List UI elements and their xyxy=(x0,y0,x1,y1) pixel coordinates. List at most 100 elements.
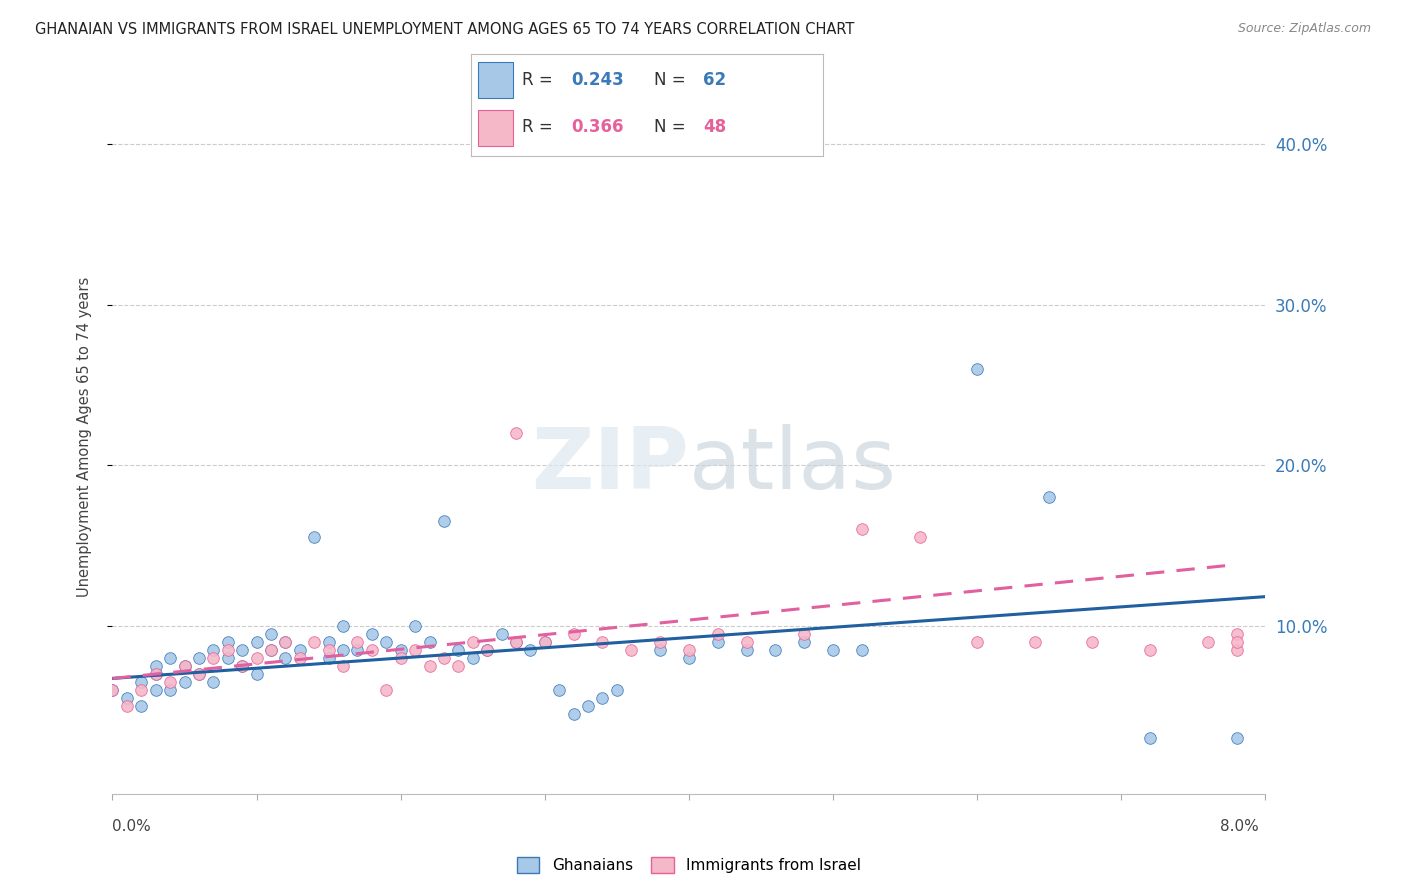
Point xyxy=(260,642,283,657)
Point xyxy=(678,650,700,665)
Text: 48: 48 xyxy=(703,118,725,136)
Point xyxy=(1197,634,1219,648)
Point xyxy=(505,634,527,648)
Point xyxy=(101,682,124,697)
Point xyxy=(159,682,181,697)
Point xyxy=(389,642,412,657)
Point xyxy=(173,674,195,689)
Y-axis label: Unemployment Among Ages 65 to 74 years: Unemployment Among Ages 65 to 74 years xyxy=(77,277,91,598)
Point xyxy=(202,642,225,657)
Point xyxy=(793,626,815,640)
Text: ZIP: ZIP xyxy=(531,424,689,508)
Point xyxy=(101,682,124,697)
Point xyxy=(274,634,297,648)
Point xyxy=(821,642,844,657)
Point xyxy=(765,642,787,657)
Point xyxy=(404,618,426,632)
Point xyxy=(576,698,599,713)
Point xyxy=(548,682,571,697)
Point xyxy=(592,634,614,648)
Point xyxy=(505,634,527,648)
Point xyxy=(620,642,643,657)
Point xyxy=(533,634,555,648)
Point xyxy=(245,666,267,681)
Bar xyxy=(478,110,513,145)
Text: 62: 62 xyxy=(703,70,725,88)
Point xyxy=(202,674,225,689)
Text: 0.243: 0.243 xyxy=(571,70,624,88)
Point xyxy=(129,698,153,713)
Point xyxy=(188,650,211,665)
Point xyxy=(475,642,498,657)
Point xyxy=(447,658,470,673)
Point xyxy=(217,650,239,665)
Point xyxy=(678,642,700,657)
Text: R =: R = xyxy=(522,70,558,88)
Text: R =: R = xyxy=(522,118,558,136)
Point xyxy=(288,650,311,665)
Point xyxy=(1038,490,1060,504)
Point xyxy=(188,666,211,681)
Text: 0.366: 0.366 xyxy=(571,118,624,136)
Point xyxy=(1225,642,1247,657)
Bar xyxy=(478,62,513,97)
Point xyxy=(375,634,398,648)
Point xyxy=(245,650,267,665)
Point xyxy=(217,642,239,657)
Point xyxy=(562,706,585,721)
Point xyxy=(274,634,297,648)
Point xyxy=(908,530,931,544)
Point xyxy=(648,634,672,648)
Point xyxy=(433,650,456,665)
Point xyxy=(419,634,441,648)
Point xyxy=(304,634,326,648)
Point xyxy=(1024,634,1046,648)
Point xyxy=(318,650,340,665)
Point xyxy=(129,674,153,689)
Point xyxy=(505,426,527,441)
Point xyxy=(491,626,513,640)
Point xyxy=(245,634,267,648)
Point xyxy=(318,642,340,657)
Point xyxy=(129,682,153,697)
Point xyxy=(851,522,873,536)
Point xyxy=(304,530,326,544)
Point xyxy=(707,626,730,640)
Point xyxy=(592,690,614,705)
Point xyxy=(606,682,628,697)
Point xyxy=(115,698,138,713)
Point xyxy=(332,658,354,673)
Point xyxy=(966,362,988,376)
Point xyxy=(159,674,181,689)
Point xyxy=(217,634,239,648)
Text: N =: N = xyxy=(654,70,690,88)
Point xyxy=(433,514,456,528)
Text: Source: ZipAtlas.com: Source: ZipAtlas.com xyxy=(1237,22,1371,36)
Point xyxy=(159,650,181,665)
Point xyxy=(735,642,758,657)
Point xyxy=(966,634,988,648)
Text: N =: N = xyxy=(654,118,690,136)
Text: 8.0%: 8.0% xyxy=(1219,820,1258,834)
Point xyxy=(1225,626,1247,640)
Point xyxy=(332,642,354,657)
Point xyxy=(1225,634,1247,648)
Point xyxy=(389,650,412,665)
Point xyxy=(145,658,167,673)
Point xyxy=(519,642,541,657)
Point xyxy=(461,650,484,665)
Point xyxy=(173,658,195,673)
Point xyxy=(260,626,283,640)
Text: 0.0%: 0.0% xyxy=(112,820,152,834)
Point xyxy=(145,682,167,697)
Point xyxy=(173,658,195,673)
Legend: Ghanaians, Immigrants from Israel: Ghanaians, Immigrants from Israel xyxy=(510,851,868,879)
Point xyxy=(231,658,253,673)
Point xyxy=(533,634,555,648)
Point xyxy=(346,642,368,657)
Point xyxy=(231,642,253,657)
Point xyxy=(332,618,354,632)
Point xyxy=(648,642,672,657)
Point xyxy=(346,634,368,648)
Point xyxy=(1081,634,1104,648)
